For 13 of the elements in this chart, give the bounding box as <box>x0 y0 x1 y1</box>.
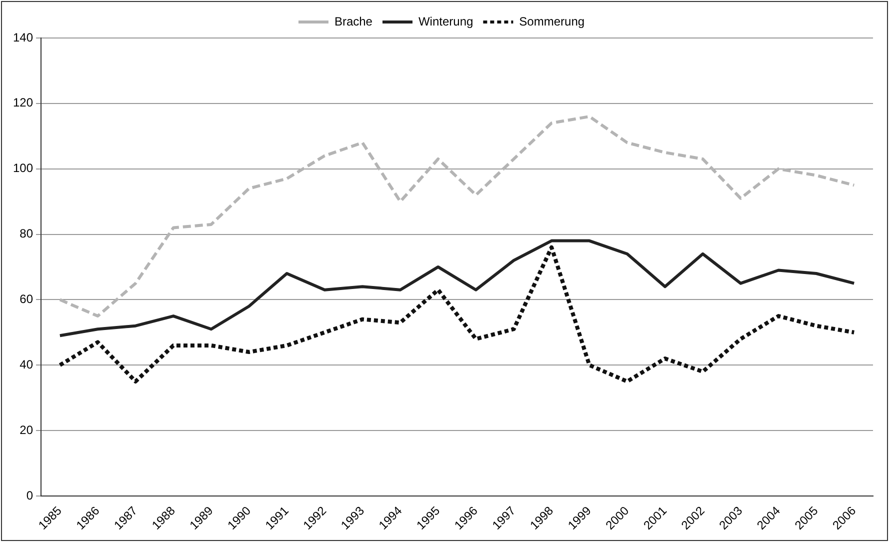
y-tick-label: 100 <box>12 161 34 176</box>
y-tick-label: 140 <box>12 30 34 44</box>
y-tick-label: 120 <box>12 96 34 110</box>
y-tick-label: 20 <box>20 422 34 437</box>
y-tick-label: 40 <box>20 357 34 372</box>
y-tick-label: 80 <box>20 226 34 241</box>
legend-label: Sommerung <box>519 14 585 28</box>
line-series <box>58 245 856 384</box>
line-series <box>58 115 856 318</box>
legend-label: Brache <box>334 14 373 28</box>
y-tick-label: 60 <box>20 292 34 306</box>
y-tick-label: 0 <box>26 488 34 502</box>
legend-label: Winterung <box>418 14 474 28</box>
